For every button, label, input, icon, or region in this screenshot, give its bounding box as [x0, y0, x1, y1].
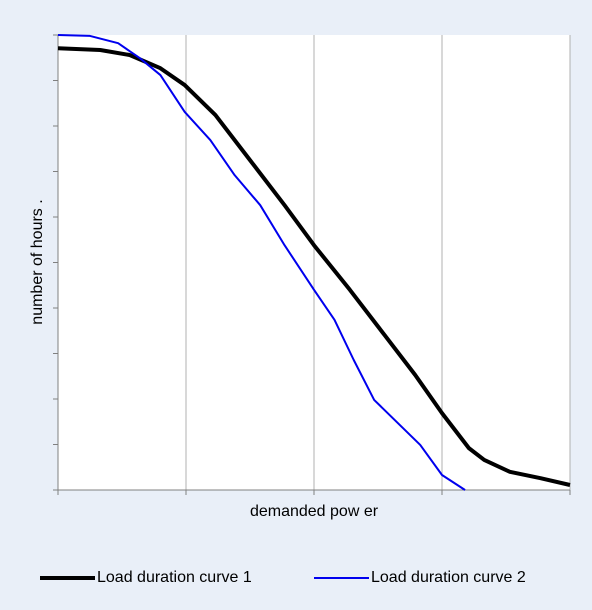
line-series [57, 46, 571, 487]
line-series [57, 34, 466, 491]
legend-label: Load duration curve 1 [97, 569, 252, 586]
x-axis-label: demanded pow er [250, 503, 379, 520]
y-axis-label: number of hours . [29, 199, 46, 324]
legend-label: Load duration curve 2 [371, 569, 526, 586]
